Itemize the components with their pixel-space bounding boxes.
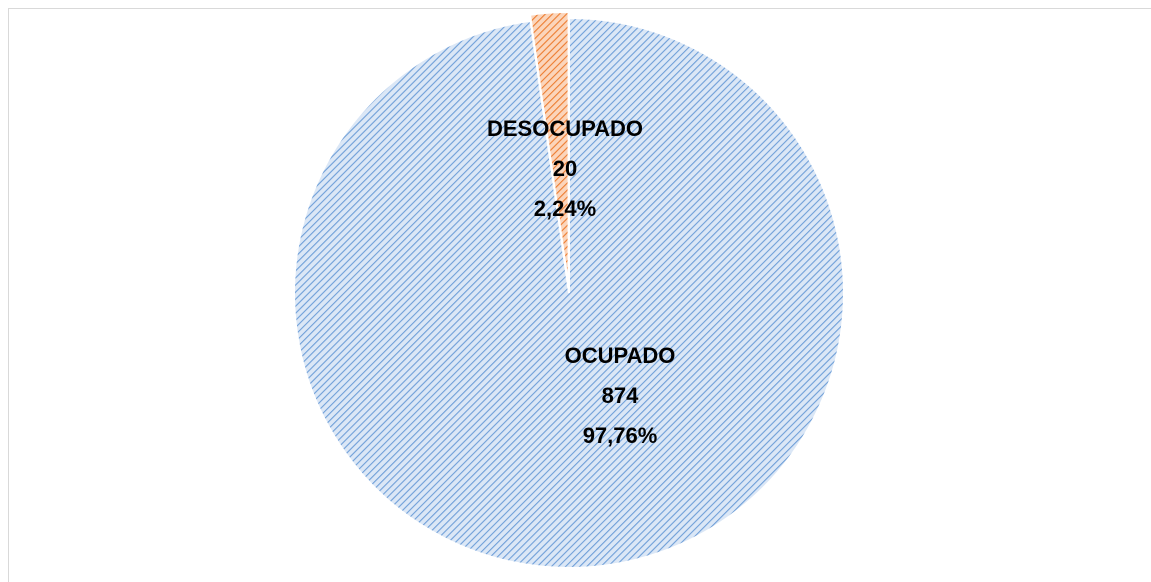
slice-label-name: DESOCUPADO [487,116,643,141]
data-labels: OCUPADO 874 97,76% DESOCUPADO 20 2,24% [487,116,675,448]
pie [293,11,845,569]
slice-label-value: 20 [553,156,577,181]
slice-label-percent: 2,24% [534,196,596,221]
slice-label-percent: 97,76% [583,423,658,448]
pie-slice [293,16,845,569]
chart-frame [8,8,1151,582]
pie-slice [528,11,570,288]
slice-label-name: OCUPADO [565,343,676,368]
slice-label-value: 874 [602,383,639,408]
